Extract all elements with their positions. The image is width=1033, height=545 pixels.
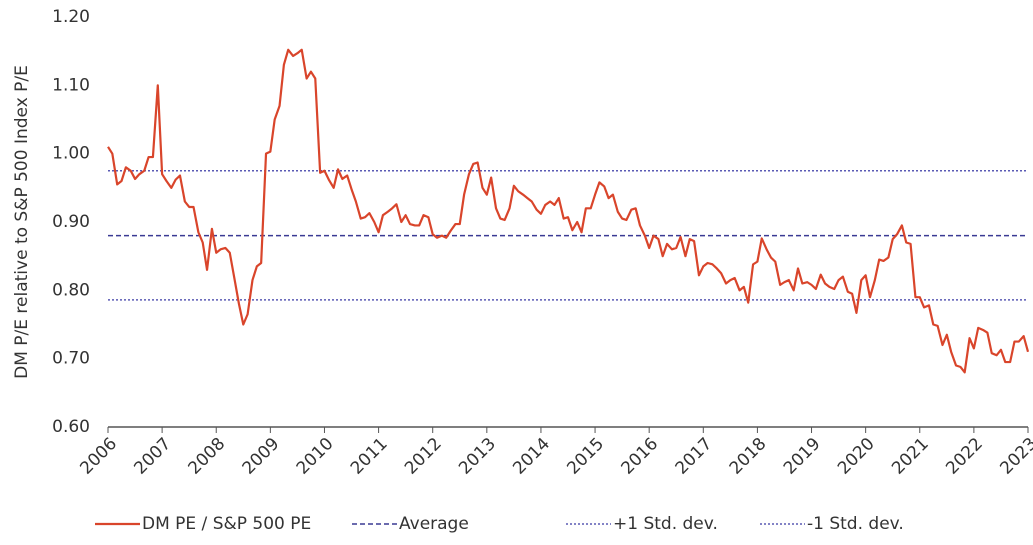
y-tick-label: 0.90 <box>52 212 90 232</box>
y-axis-label: DM P/E relative to S&P 500 Index P/E <box>12 65 32 379</box>
x-tick-label: 2015 <box>563 434 608 479</box>
x-tick-label: 2009 <box>239 434 284 479</box>
x-tick-label: 2007 <box>130 434 175 479</box>
x-tick-label: 2021 <box>888 434 933 479</box>
x-tick-label: 2006 <box>76 434 121 479</box>
x-tick-label: 2012 <box>401 434 446 479</box>
x-tick-label: 2020 <box>834 434 879 479</box>
x-tick-label: 2022 <box>942 434 987 479</box>
legend-label: -1 Std. dev. <box>807 514 904 534</box>
x-tick-label: 2018 <box>726 434 771 479</box>
y-tick-label: 1.00 <box>52 144 90 164</box>
legend-label: DM PE / S&P 500 PE <box>142 514 311 534</box>
x-tick-label: 2011 <box>347 434 392 479</box>
x-tick-label: 2017 <box>672 434 717 479</box>
x-tick-label: 2008 <box>185 434 230 479</box>
x-tick-label: 2016 <box>618 434 663 479</box>
x-tick-label: 2010 <box>293 434 338 479</box>
y-tick-label: 1.20 <box>52 7 90 27</box>
x-tick-label: 2013 <box>455 434 500 479</box>
legend-label: +1 Std. dev. <box>613 514 718 534</box>
y-tick-label: 0.60 <box>52 417 90 437</box>
legend-label: Average <box>399 514 469 534</box>
y-tick-label: 1.10 <box>52 75 90 95</box>
data-line <box>107 48 1030 374</box>
x-tick-label: 2014 <box>509 434 554 479</box>
y-tick-label: 0.80 <box>52 280 90 300</box>
y-tick-label: 0.70 <box>52 349 90 369</box>
x-tick-label: 2019 <box>780 434 825 479</box>
x-tick-label: 2023 <box>996 434 1033 479</box>
